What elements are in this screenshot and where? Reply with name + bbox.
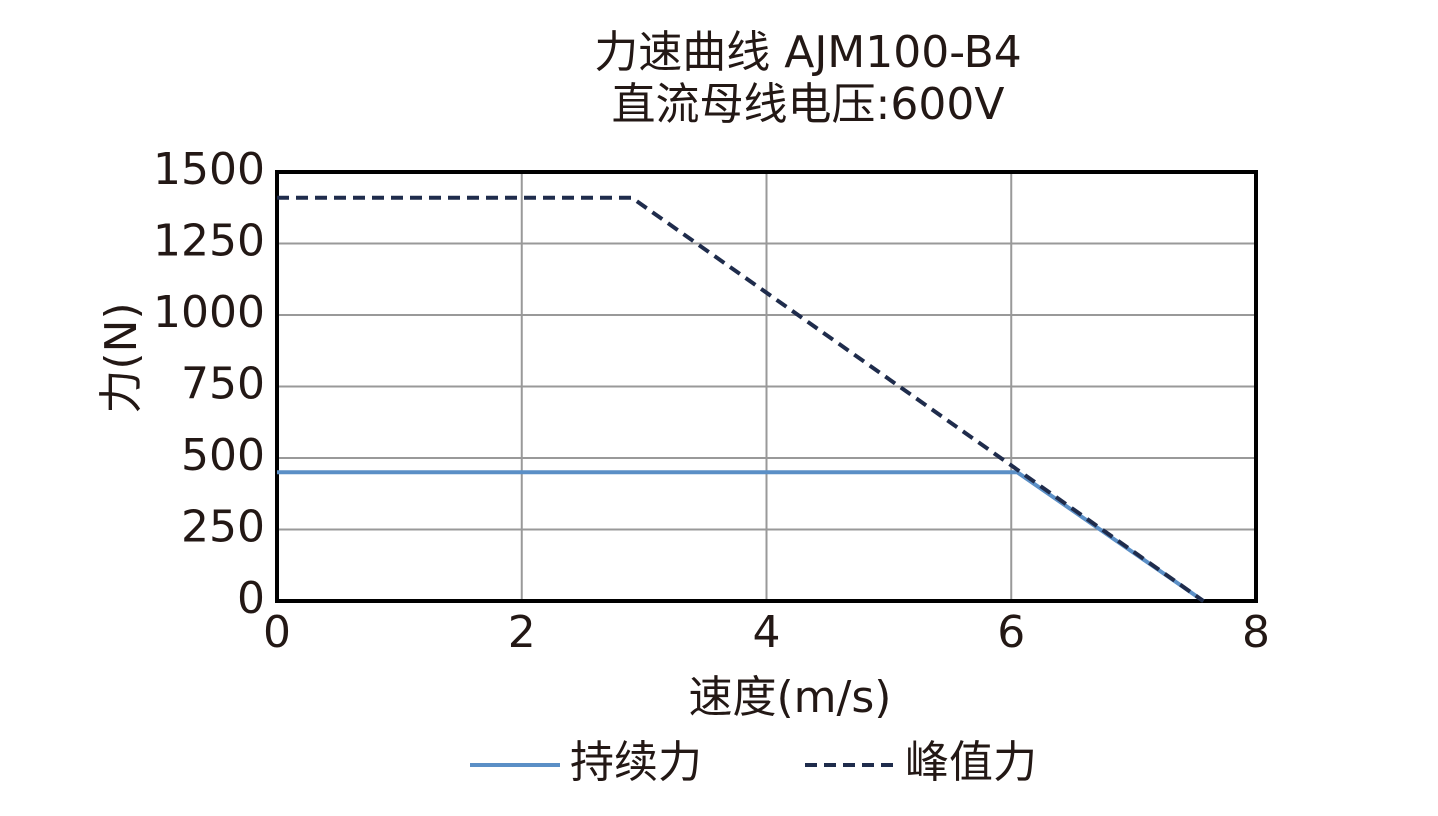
y-tick-label: 0	[237, 573, 265, 624]
plot-frame	[275, 170, 1258, 603]
x-tick-label: 4	[753, 607, 781, 658]
y-tick-label: 500	[181, 430, 265, 481]
x-tick-label: 8	[1242, 607, 1270, 658]
legend-label: 持续力	[570, 737, 702, 788]
y-tick-label: 250	[181, 502, 265, 553]
data-line	[277, 195, 1205, 603]
x-tick-label: 2	[508, 607, 536, 658]
x-tick-label: 0	[263, 607, 291, 658]
x-axis-label: 速度(m/s)	[689, 672, 892, 723]
y-tick-label: 1000	[153, 287, 265, 338]
y-axis-label: 力(N)	[96, 302, 147, 413]
legend-label: 峰值力	[905, 737, 1037, 788]
chart-subtitle: 直流母线电压:600V	[612, 79, 1005, 130]
y-tick-label: 1250	[153, 216, 265, 267]
data-line	[277, 470, 1205, 603]
chart-title: 力速曲线 AJM100-B4	[594, 27, 1022, 78]
y-tick-label: 1500	[153, 144, 265, 195]
x-tick-label: 6	[997, 607, 1025, 658]
y-tick-label: 750	[181, 359, 265, 410]
